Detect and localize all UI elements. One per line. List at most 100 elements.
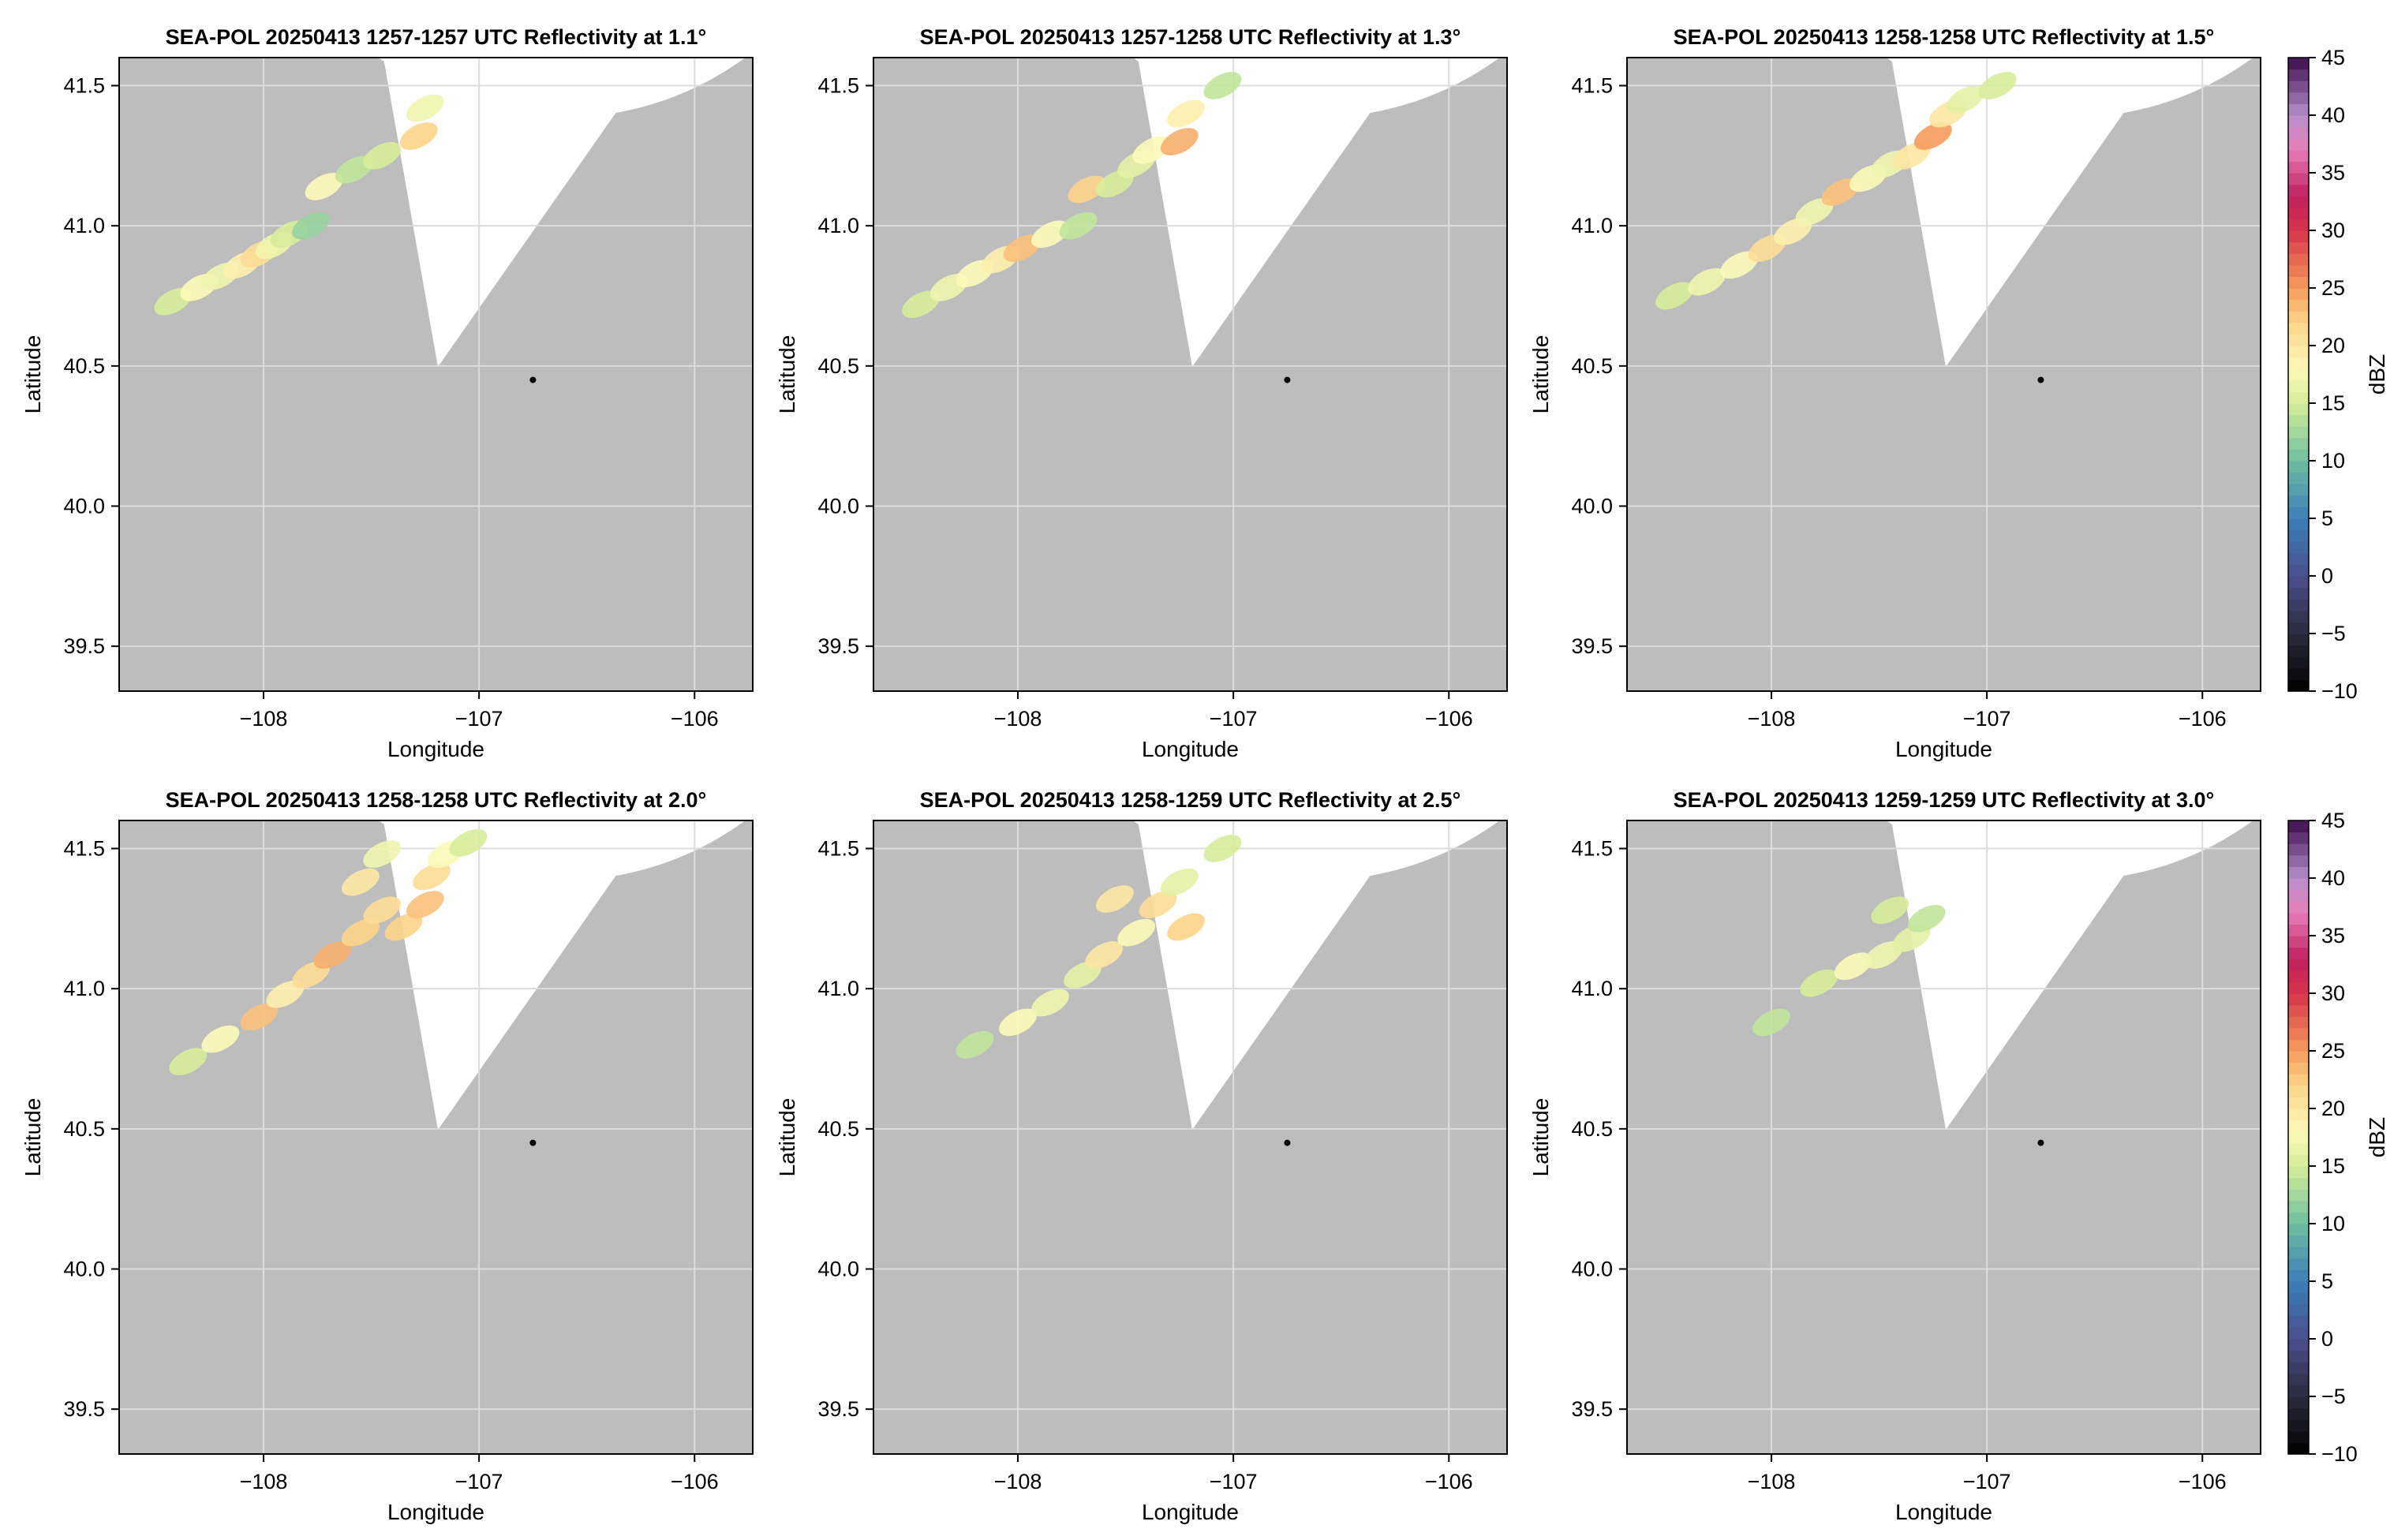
colorbar-segment xyxy=(2288,495,2309,507)
panel-6: −108 −107 −106 39.5 40.0 40.5 41.0 41.5 SEA-POL … xyxy=(1528,788,2261,1524)
colorbar-segment xyxy=(2288,58,2309,70)
colorbar-1: −10 −5 0 5 10 15 20 25 30 35 40 45 dBZ xyxy=(2287,46,2389,703)
colorbar-segment xyxy=(2288,552,2309,565)
colorbar-segment xyxy=(2288,449,2309,462)
panel-1: −108 −107 −106 39.5 40.0 40.5 41.0 41.5 SEA-POL … xyxy=(21,25,754,761)
plot-frame xyxy=(1626,57,2261,692)
colorbar-segment xyxy=(2288,69,2309,81)
echo-layer xyxy=(902,72,1242,319)
colorbar-segment xyxy=(2288,403,2309,416)
radar-coverage-area xyxy=(378,820,746,1130)
echo-cell xyxy=(413,862,451,891)
echo-cell xyxy=(266,980,305,1008)
x-tick-label: −106 xyxy=(1425,707,1473,731)
colorbar-segment xyxy=(2288,1281,2309,1294)
y-axis-label: Latitude xyxy=(1528,335,1553,414)
colorbar-segment xyxy=(2288,1051,2309,1063)
colorbar-segment xyxy=(2288,901,2309,914)
y-tick-label: 39.5 xyxy=(63,634,105,658)
colorbar-segment xyxy=(2288,832,2309,844)
colorbar-label: dBZ xyxy=(2365,1117,2389,1157)
colorbar-segment xyxy=(2288,1339,2309,1351)
colorbar-segment xyxy=(2288,1189,2309,1202)
colorbar-segment xyxy=(2288,1074,2309,1086)
colorbar-segment xyxy=(2288,506,2309,519)
echo-cell xyxy=(1203,72,1242,99)
colorbar-segment xyxy=(2288,599,2309,611)
echo-cell xyxy=(363,840,402,869)
radar-location-marker xyxy=(2037,1139,2044,1146)
colorbar-segment xyxy=(2288,437,2309,450)
colorbar-tick-label: −10 xyxy=(2321,679,2358,703)
colorbar-segment xyxy=(2288,634,2309,646)
colorbar-segment xyxy=(2288,820,2309,833)
colorbar-tick-label: 25 xyxy=(2321,1039,2345,1063)
colorbar-segment xyxy=(2288,334,2309,346)
colorbar-segment xyxy=(2288,936,2309,948)
echo-cell xyxy=(1913,122,1952,150)
colorbar-segment xyxy=(2288,1085,2309,1097)
colorbar-tick-label: −5 xyxy=(2321,622,2346,645)
y-tick-label: 40.0 xyxy=(817,1257,859,1280)
echo-cell xyxy=(1031,220,1069,249)
echo-cell xyxy=(313,941,352,969)
echo-cell xyxy=(363,141,402,170)
colorbar-segment xyxy=(2288,1142,2309,1155)
colorbar-tick-label: 5 xyxy=(2321,1269,2333,1293)
colorbar-segment xyxy=(2288,391,2309,404)
colorbar-tick-label: 15 xyxy=(2321,391,2345,415)
x-tick-label: −106 xyxy=(671,1470,719,1493)
radar-location-marker xyxy=(529,1139,537,1146)
colorbar-segment xyxy=(2288,667,2309,680)
colorbar-segment xyxy=(2288,924,2309,936)
colorbar-tick-label: 20 xyxy=(2321,334,2345,357)
colorbar-tick-label: 35 xyxy=(2321,161,2345,185)
y-axis-label: Latitude xyxy=(775,1098,799,1177)
x-tick-label: −107 xyxy=(1963,1470,2011,1493)
colorbar-segment xyxy=(2288,299,2309,312)
y-tick-label: 40.0 xyxy=(1571,494,1613,518)
colorbar-segment xyxy=(2288,1027,2309,1040)
echo-cell xyxy=(1946,85,1984,114)
echo-cell xyxy=(1167,913,1205,941)
colorbar-label: dBZ xyxy=(2365,354,2389,394)
plot-frame xyxy=(118,57,754,692)
x-tick-label: −107 xyxy=(455,1470,503,1493)
x-tick-label: −106 xyxy=(2179,1470,2227,1493)
colorbar-segment xyxy=(2288,1131,2309,1144)
colorbar-segment xyxy=(2288,889,2309,902)
y-tick-label: 40.5 xyxy=(1571,354,1613,378)
colorbar-segment xyxy=(2288,1327,2309,1340)
radar-coverage-area xyxy=(1886,820,2254,1130)
x-tick-label: −106 xyxy=(2179,707,2227,731)
x-axis-label: Longitude xyxy=(1142,737,1239,761)
colorbar-segment xyxy=(2288,622,2309,634)
colorbar-segment xyxy=(2288,587,2309,600)
x-tick-label: −108 xyxy=(994,707,1042,731)
colorbar-tick-label: 40 xyxy=(2321,866,2345,890)
colorbar-segment xyxy=(2288,959,2309,971)
y-tick-label: 39.5 xyxy=(1571,634,1613,658)
colorbar-segment xyxy=(2288,149,2309,162)
radar-location-marker xyxy=(529,376,537,383)
echo-cell xyxy=(1068,175,1106,204)
colorbar-segment xyxy=(2288,1315,2309,1328)
colorbar-segment xyxy=(2288,518,2309,531)
colorbar-segment xyxy=(2288,484,2309,496)
plot-frame xyxy=(873,820,1508,1455)
colorbar-segment xyxy=(2288,947,2309,959)
y-axis-label: Latitude xyxy=(21,335,45,414)
colorbar-segment xyxy=(2288,656,2309,669)
echo-cell xyxy=(1800,969,1838,997)
y-tick-label: 41.5 xyxy=(1571,74,1613,98)
echo-cell xyxy=(449,829,488,857)
colorbar-segment xyxy=(2288,1062,2309,1075)
echo-cell xyxy=(1160,868,1199,896)
colorbar-segment xyxy=(2288,241,2309,254)
panel-2: −108 −107 −106 39.5 40.0 40.5 41.0 41.5 SEA-POL … xyxy=(775,25,1508,761)
colorbar-frame xyxy=(2287,820,2310,1455)
x-tick-label: −108 xyxy=(1748,707,1796,731)
colorbar-tick-label: 30 xyxy=(2321,981,2345,1005)
x-axis-label: Longitude xyxy=(1895,737,1992,761)
radar-coverage-area xyxy=(1132,58,1500,367)
